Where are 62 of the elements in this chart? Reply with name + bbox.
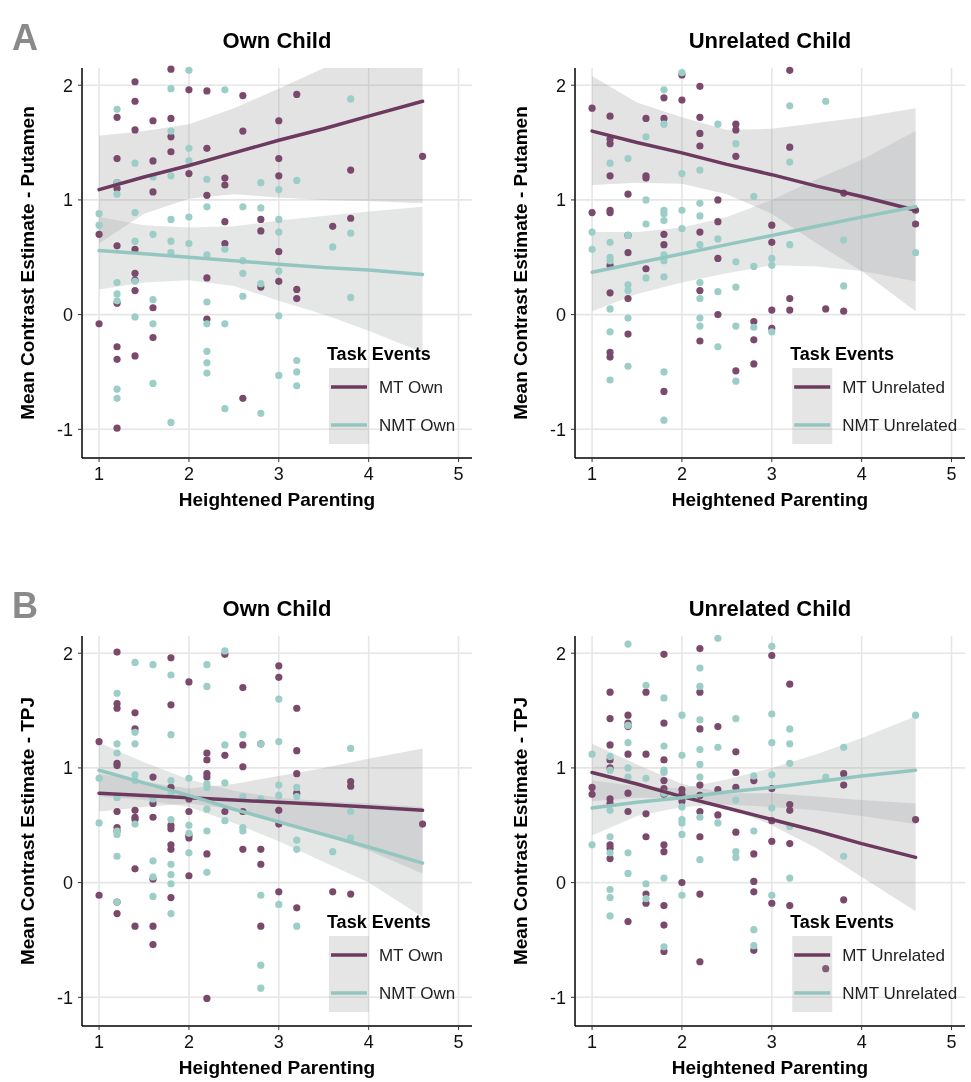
legend-label: MT Unrelated (842, 377, 945, 397)
x-tick-label: 2 (676, 464, 687, 484)
y-tick-label: 1 (62, 190, 73, 211)
y-tick-label: 2 (555, 643, 566, 664)
y-axis-title: Mean Contrast Estimate - TPJ (510, 696, 531, 966)
legend-label: NMT Unrelated (842, 983, 958, 1003)
y-tick-label: 2 (62, 75, 73, 96)
x-axis-title: Heightened Parenting (671, 1057, 869, 1078)
y-axis-title: Mean Contrast Estimate - Putamen (17, 106, 38, 420)
legend-label: MT Own (378, 377, 443, 397)
y-tick-label: 0 (62, 304, 73, 325)
legend-label: NMT Unrelated (842, 415, 958, 435)
legend-title: Task Events (790, 344, 894, 364)
x-tick-label: 4 (856, 464, 867, 484)
legend-title: Task Events (326, 344, 431, 364)
x-tick-label: 2 (183, 464, 194, 484)
x-tick-label: 4 (363, 1032, 374, 1052)
chart-title: Unrelated Child (688, 596, 852, 621)
legend-label: MT Own (378, 945, 443, 965)
legend-label: MT Unrelated (842, 945, 945, 965)
chart-title: Unrelated Child (688, 28, 852, 53)
x-tick-label: 3 (766, 1032, 777, 1052)
y-tick-label: 0 (62, 872, 73, 893)
y-tick-label: 1 (555, 758, 566, 779)
chart-title: Own Child (222, 596, 332, 621)
legend-title: Task Events (790, 912, 894, 932)
x-tick-label: 4 (856, 1032, 867, 1052)
x-tick-label: 5 (946, 464, 957, 484)
x-tick-label: 3 (273, 1032, 284, 1052)
y-tick-label: -1 (56, 987, 73, 1008)
x-tick-label: 3 (273, 464, 284, 484)
y-tick-label: 2 (555, 75, 566, 96)
y-tick-label: 1 (62, 758, 73, 779)
x-tick-label: 2 (183, 1032, 194, 1052)
y-axis-title: Mean Contrast Estimate - Putamen (510, 106, 531, 420)
x-tick-label: 1 (587, 1032, 598, 1052)
y-tick-label: -1 (549, 987, 566, 1008)
x-tick-label: 1 (94, 464, 105, 484)
x-axis-title: Heightened Parenting (178, 489, 376, 510)
legend-label: NMT Own (378, 415, 456, 435)
x-tick-label: 3 (766, 464, 777, 484)
x-tick-label: 4 (363, 464, 374, 484)
x-tick-label: 5 (946, 1032, 957, 1052)
legend-label: NMT Own (378, 983, 456, 1003)
legend-title: Task Events (326, 912, 431, 932)
y-axis-title: Mean Contrast Estimate - TPJ (17, 696, 38, 966)
x-axis-title: Heightened Parenting (178, 1057, 376, 1078)
x-axis-title: Heightened Parenting (671, 489, 869, 510)
x-tick-label: 1 (587, 464, 598, 484)
y-tick-label: -1 (549, 419, 566, 440)
x-tick-label: 5 (453, 1032, 464, 1052)
x-tick-label: 1 (94, 1032, 105, 1052)
y-tick-label: -1 (56, 419, 73, 440)
y-tick-label: 1 (555, 190, 566, 211)
text: A (12, 17, 38, 58)
y-tick-label: 2 (62, 643, 73, 664)
x-tick-label: 5 (453, 464, 464, 484)
text: B (12, 585, 38, 626)
y-tick-label: 0 (555, 872, 566, 893)
chart-title: Own Child (222, 28, 332, 53)
y-tick-label: 0 (555, 304, 566, 325)
x-tick-label: 2 (676, 1032, 687, 1052)
